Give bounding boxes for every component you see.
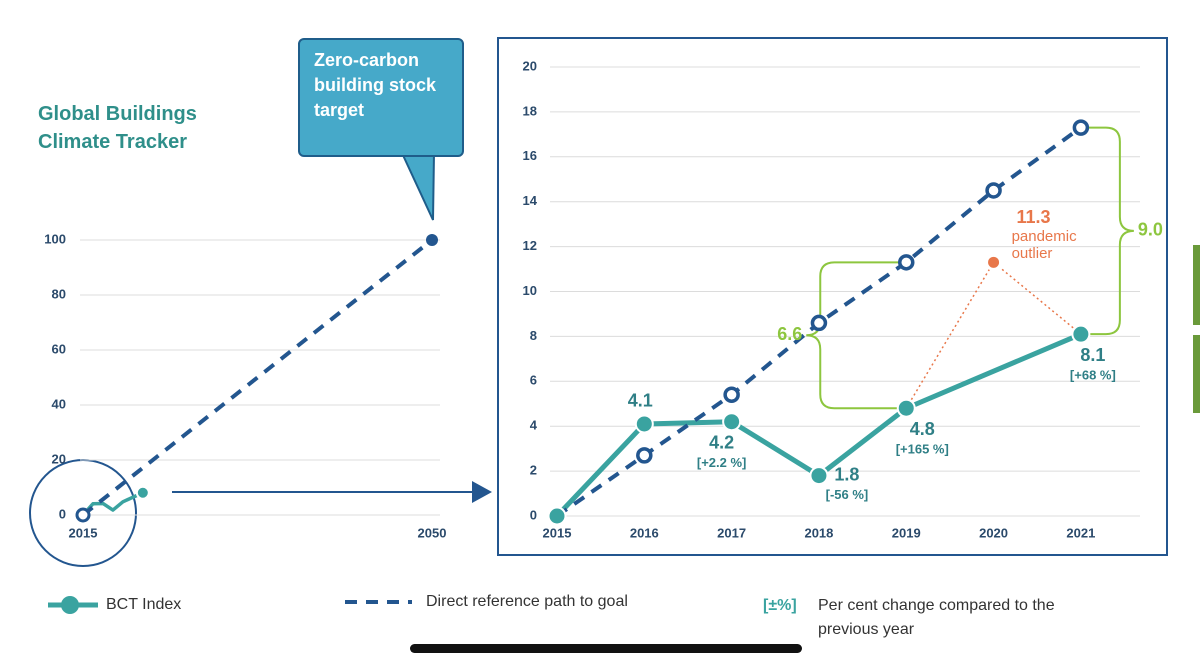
value-label: 8.1 — [1080, 345, 1105, 365]
y-tick-label: 4 — [530, 418, 538, 433]
y-tick-label: 2 — [530, 463, 537, 478]
index-marker — [634, 414, 654, 434]
outlier-core — [991, 260, 996, 265]
y-tick-label: 12 — [523, 238, 537, 253]
y-tick-label: 20 — [523, 58, 537, 73]
legend-symbol: [±%] — [763, 597, 797, 614]
y-tick-label: 100 — [44, 231, 66, 246]
y-tick-label: 14 — [523, 193, 538, 208]
y-tick-label: 0 — [530, 507, 537, 522]
y-tick-label: 10 — [523, 283, 537, 298]
gap-brace — [1080, 126, 1134, 336]
outlier-label: pandemic outlier — [1011, 228, 1077, 263]
gap-brace — [806, 261, 907, 410]
index-line — [81, 491, 144, 517]
value-label: 4.1 — [628, 391, 653, 411]
y-tick-label: 40 — [52, 396, 66, 411]
x-tick-label: 2016 — [630, 525, 659, 540]
y-tick-label: 6 — [530, 373, 537, 388]
outlier-value: 11.3 — [1017, 207, 1051, 227]
reference-marker — [636, 447, 653, 464]
x-tick-label: 2021 — [1066, 525, 1095, 540]
x-tick-label: 2019 — [892, 525, 921, 540]
value-label: 4.2 — [709, 432, 734, 452]
outlier-connector — [993, 261, 1082, 335]
zoom-panel — [497, 37, 1168, 556]
index-marker — [722, 412, 742, 432]
origin-marker — [75, 507, 91, 523]
change-label: [+68 %] — [1070, 368, 1116, 383]
value-label: 1.8 — [834, 464, 859, 484]
change-label: [+165 %] — [896, 442, 949, 457]
edge-bar — [1193, 335, 1200, 413]
reference-marker — [723, 386, 740, 404]
index-marker — [1071, 324, 1091, 344]
y-tick-label: 16 — [523, 148, 537, 163]
y-tick-label: 0 — [59, 506, 66, 521]
index-marker — [135, 485, 150, 500]
x-tick-label: 2015 — [543, 525, 572, 540]
legend-label: Direct reference path to goal — [426, 593, 628, 610]
y-tick-label: 18 — [523, 103, 537, 118]
edge-bar — [1193, 245, 1200, 325]
y-tick-label: 8 — [530, 328, 537, 343]
y-tick-label: 80 — [52, 286, 66, 301]
reference-marker — [985, 182, 1002, 199]
zoom-arrowhead — [472, 481, 492, 503]
reference-marker — [426, 234, 438, 246]
y-tick-label: 60 — [52, 341, 66, 356]
reference-line — [81, 238, 434, 517]
outlier-connector — [905, 261, 995, 409]
callout-pointer — [400, 152, 436, 221]
reference-marker — [898, 254, 915, 271]
index-marker — [896, 398, 916, 418]
x-tick-label: 2020 — [979, 525, 1008, 540]
legend-swatch — [61, 596, 79, 614]
reference-marker — [810, 314, 828, 332]
index-line — [555, 331, 1082, 518]
x-tick-label: 2018 — [804, 525, 833, 540]
index-marker — [547, 506, 567, 526]
change-label: [-56 %] — [826, 487, 869, 502]
y-tick-label: 20 — [52, 451, 66, 466]
callout: Zero-carbon building stock target — [298, 38, 464, 157]
legend-label: BCT Index — [106, 596, 181, 613]
legend-text: Per cent change compared to the previous… — [818, 597, 1055, 638]
home-indicator — [410, 644, 802, 653]
reference-marker — [1072, 119, 1090, 136]
x-tick-label: 2015 — [69, 525, 98, 540]
chart-title: Global Buildings Climate Tracker — [38, 103, 197, 153]
index-marker — [809, 466, 829, 486]
x-tick-label: 2017 — [717, 525, 746, 540]
change-label: [+2.2 %] — [697, 455, 747, 470]
gap-label: 6.6 — [777, 324, 802, 344]
value-label: 4.8 — [910, 419, 935, 439]
x-tick-label: 2050 — [418, 525, 447, 540]
gap-label: 9.0 — [1138, 220, 1163, 240]
